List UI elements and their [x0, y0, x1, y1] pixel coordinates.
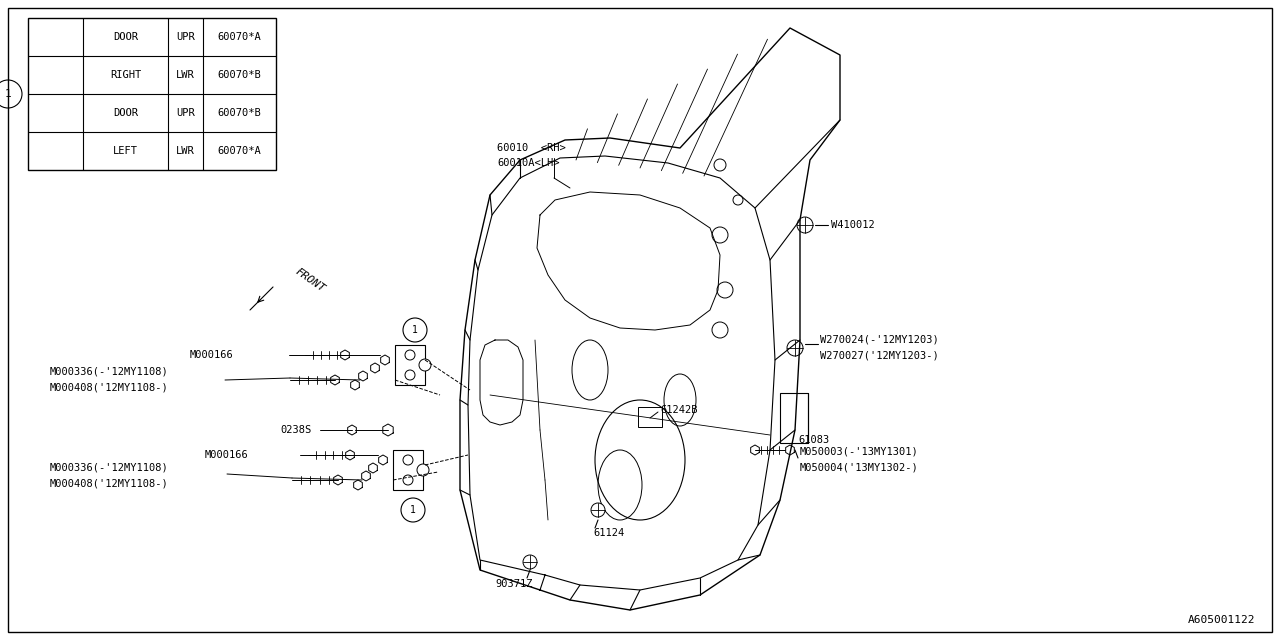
Text: 0238S: 0238S [280, 425, 311, 435]
Text: M000336(-'12MY1108): M000336(-'12MY1108) [50, 367, 169, 377]
Text: 60070*A: 60070*A [218, 32, 261, 42]
Bar [637, 407, 662, 427]
Circle shape [404, 370, 415, 380]
Text: 1: 1 [410, 505, 416, 515]
Circle shape [0, 80, 22, 108]
Text: M050003(-'13MY1301): M050003(-'13MY1301) [800, 447, 919, 457]
Circle shape [787, 340, 803, 356]
Text: M000166: M000166 [189, 350, 234, 360]
Circle shape [403, 318, 428, 342]
Text: RIGHT: RIGHT [110, 70, 141, 80]
Circle shape [591, 503, 605, 517]
Text: UPR: UPR [177, 32, 195, 42]
Text: W270024(-'12MY1203): W270024(-'12MY1203) [820, 335, 938, 345]
Text: M000336(-'12MY1108): M000336(-'12MY1108) [50, 463, 169, 473]
Text: 61124: 61124 [593, 528, 625, 538]
Text: 60070*B: 60070*B [218, 108, 261, 118]
Circle shape [524, 555, 538, 569]
Circle shape [403, 475, 413, 485]
Circle shape [401, 498, 425, 522]
Text: M050004('13MY1302-): M050004('13MY1302-) [800, 462, 919, 472]
Text: W270027('12MY1203-): W270027('12MY1203-) [820, 350, 938, 360]
Circle shape [797, 217, 813, 233]
Text: A605001122: A605001122 [1188, 615, 1254, 625]
Text: FRONT: FRONT [293, 266, 326, 294]
Text: 1: 1 [5, 89, 12, 99]
Text: UPR: UPR [177, 108, 195, 118]
Bar [780, 393, 808, 443]
Text: LWR: LWR [177, 146, 195, 156]
Circle shape [419, 359, 431, 371]
Text: M000408('12MY1108-): M000408('12MY1108-) [50, 478, 169, 488]
Circle shape [404, 350, 415, 360]
Text: 60070*B: 60070*B [218, 70, 261, 80]
Text: W410012: W410012 [831, 220, 874, 230]
Text: 1: 1 [412, 325, 419, 335]
Text: 61242B: 61242B [660, 405, 698, 415]
Text: DOOR: DOOR [113, 108, 138, 118]
Text: LWR: LWR [177, 70, 195, 80]
Circle shape [403, 455, 413, 465]
Bar [396, 345, 425, 385]
Text: LEFT: LEFT [113, 146, 138, 156]
Text: 90371Z: 90371Z [495, 579, 532, 589]
Text: M000166: M000166 [205, 450, 248, 460]
Bar [393, 450, 422, 490]
Bar [28, 18, 276, 170]
Text: M000408('12MY1108-): M000408('12MY1108-) [50, 382, 169, 392]
Text: DOOR: DOOR [113, 32, 138, 42]
Text: 61083: 61083 [797, 435, 829, 445]
Text: 60010A<LH>: 60010A<LH> [497, 158, 559, 168]
Circle shape [417, 464, 429, 476]
Text: 60010  <RH>: 60010 <RH> [497, 143, 566, 153]
Text: 60070*A: 60070*A [218, 146, 261, 156]
